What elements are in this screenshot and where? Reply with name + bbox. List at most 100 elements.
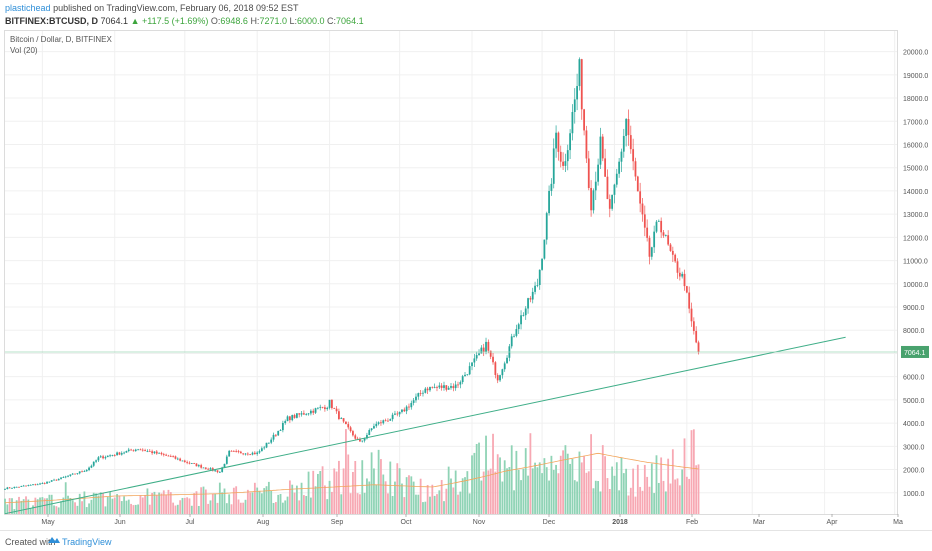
tradingview-brand[interactable]: TradingView (62, 537, 112, 547)
candle-body (674, 254, 677, 262)
candle-body (356, 438, 359, 440)
close-label: C: (327, 16, 337, 26)
volume-bar (55, 506, 58, 514)
candle-body (548, 190, 550, 214)
candle-body (562, 161, 564, 166)
volume-bar (643, 464, 646, 514)
candle-body (618, 161, 621, 174)
volume-bar (347, 454, 350, 514)
volume-bar (18, 496, 20, 514)
candle-body (613, 184, 616, 195)
candle-body (99, 456, 102, 458)
volume-bar (74, 502, 76, 514)
author-link[interactable]: plastichead (5, 3, 51, 13)
volume-bar (90, 499, 93, 514)
candle-body (534, 285, 536, 292)
volume-bar (155, 495, 158, 514)
candle-body (317, 407, 319, 409)
volume-bar (207, 503, 210, 514)
volume-ma (4, 452, 699, 504)
volume-bar (445, 488, 448, 514)
candle-body (130, 449, 132, 451)
candle-body (506, 357, 508, 364)
volume-bar (64, 482, 67, 514)
y-tick-label: 18000.0 (903, 96, 928, 103)
candle-body (417, 393, 420, 397)
volume-bar (662, 480, 665, 514)
high-label: H: (250, 16, 260, 26)
volume-bar (232, 487, 235, 514)
candle-body (4, 489, 6, 490)
y-tick-label: 16000.0 (903, 142, 928, 149)
volume-bar (307, 471, 310, 514)
volume-bar (373, 468, 375, 514)
volume-bar (405, 477, 408, 514)
candle-body (118, 452, 121, 455)
candle-body (104, 457, 107, 459)
volume-bar (286, 496, 289, 514)
price-change: ▲ +117.5 (+1.69%) (130, 16, 209, 26)
candle-body (176, 458, 179, 460)
volume-bar (611, 466, 614, 514)
series-title: Bitcoin / Dollar, D, BITFINEX (10, 35, 112, 44)
volume-bar (4, 498, 6, 514)
candle-body (81, 471, 83, 473)
price-chart[interactable]: 1000.02000.03000.04000.05000.06000.07000… (0, 0, 932, 530)
candle-body (597, 164, 600, 182)
volume-bar (158, 492, 161, 514)
candle-body (629, 135, 632, 150)
volume-bar (69, 497, 72, 514)
volume-bar (270, 490, 273, 514)
candle-body (585, 130, 588, 159)
candle-body (695, 330, 698, 343)
candle-body (363, 438, 366, 441)
volume-bar (132, 505, 135, 514)
volume-bar (592, 488, 595, 514)
volume-bar (601, 445, 604, 514)
candle-body (244, 453, 247, 455)
volume-bar (162, 490, 165, 514)
candle-body (543, 239, 546, 259)
volume-bar (636, 464, 639, 514)
candle-body (426, 388, 429, 391)
candle-body (53, 479, 55, 481)
volume-bar (417, 494, 420, 514)
candle-body (111, 455, 114, 456)
volume-bar (190, 505, 193, 514)
candle-body (697, 342, 700, 352)
volume-bar (625, 468, 628, 514)
candle-body (468, 366, 471, 375)
volume-bar (583, 456, 585, 514)
candle-body (524, 308, 527, 316)
candle-body (67, 475, 69, 477)
candle-body (622, 135, 625, 152)
candle-body (314, 408, 317, 413)
candle-body (361, 440, 364, 442)
volume-bar (106, 496, 109, 514)
candle-body (429, 386, 431, 391)
volume-bar (46, 498, 48, 514)
footer: Created with TradingView (0, 530, 932, 551)
volume-bar (78, 493, 81, 514)
volume-bar (151, 492, 154, 514)
candle-body (382, 420, 385, 424)
candle-body (569, 133, 571, 151)
candle-body (123, 452, 125, 454)
volume-bar (305, 495, 308, 514)
candle-body (13, 486, 16, 488)
volume-bar (566, 453, 569, 514)
volume-bar (338, 460, 340, 514)
volume-bar (501, 481, 504, 514)
candle-body (39, 483, 41, 485)
volume-bar (398, 468, 401, 514)
volume-bar (671, 449, 674, 514)
volume-bar (632, 468, 635, 514)
volume-indicator-label: Vol (20) (10, 46, 38, 55)
candle-body (85, 470, 88, 472)
volume-bar (354, 460, 357, 514)
candle-body (34, 484, 37, 486)
volume-bar (120, 501, 123, 514)
volume-bar (639, 486, 642, 514)
candle-body (620, 151, 623, 162)
volume-bar (15, 500, 18, 514)
